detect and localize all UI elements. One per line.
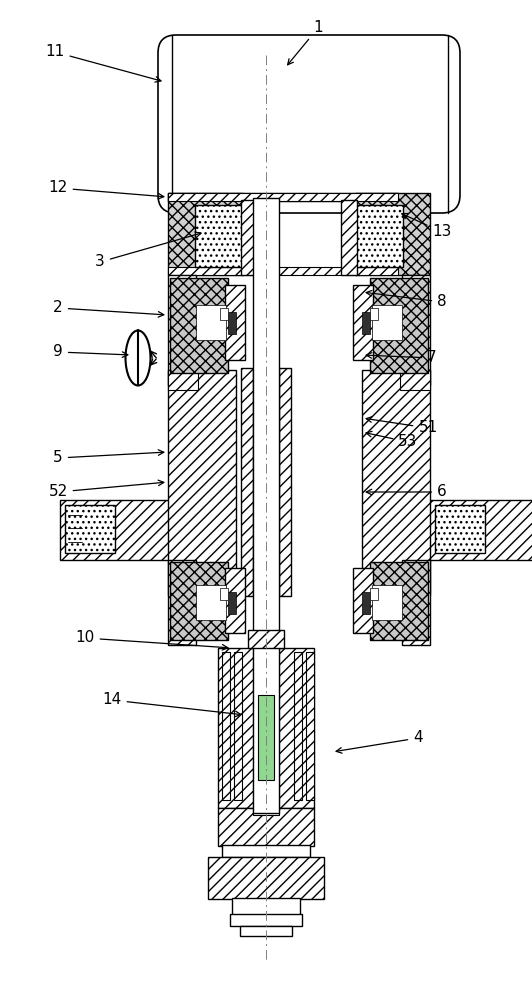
Bar (222, 845, 310, 857)
Text: 3: 3 (95, 232, 201, 269)
Bar (370, 308, 378, 320)
Bar (196, 585, 226, 620)
Text: 51: 51 (366, 417, 438, 436)
Bar (168, 193, 243, 275)
Text: 10: 10 (76, 631, 228, 650)
Bar (372, 585, 402, 620)
Bar (228, 592, 236, 614)
Bar (372, 305, 402, 340)
Bar (253, 198, 279, 813)
Bar (218, 648, 314, 808)
Bar (168, 193, 398, 201)
Bar (370, 278, 428, 373)
Text: 12: 12 (48, 180, 164, 199)
Text: 5: 5 (53, 450, 164, 466)
Text: 2: 2 (53, 300, 164, 317)
Bar (232, 898, 300, 916)
Bar (222, 652, 230, 800)
Bar (400, 370, 430, 390)
Bar (362, 370, 430, 595)
Text: 52: 52 (48, 480, 164, 499)
Bar (253, 645, 279, 815)
Bar (362, 592, 370, 614)
Bar (170, 562, 228, 640)
Bar (370, 562, 428, 640)
Bar (248, 630, 284, 648)
Bar (402, 275, 430, 385)
Text: 14: 14 (102, 692, 241, 717)
Text: 8: 8 (366, 290, 447, 310)
Bar (370, 588, 378, 600)
Text: 53: 53 (366, 431, 418, 450)
Bar (294, 652, 302, 800)
Bar (241, 368, 253, 596)
Bar (196, 305, 226, 340)
Text: 4: 4 (336, 730, 423, 753)
Bar (428, 500, 532, 560)
Bar (353, 568, 373, 633)
Bar (195, 205, 243, 267)
Bar (65, 505, 115, 553)
Bar (402, 560, 430, 645)
Bar (168, 267, 398, 275)
FancyBboxPatch shape (158, 35, 460, 213)
Bar (306, 652, 314, 800)
Text: 11: 11 (45, 44, 161, 82)
Bar (168, 370, 198, 390)
Bar (258, 695, 274, 780)
Ellipse shape (126, 330, 151, 385)
Bar (225, 285, 245, 360)
Bar (341, 200, 357, 275)
Text: 13: 13 (402, 213, 452, 239)
Bar (234, 652, 242, 800)
Bar (168, 560, 196, 645)
Bar (168, 275, 196, 385)
Text: 1: 1 (288, 20, 323, 65)
Bar (220, 588, 228, 600)
Bar (228, 312, 236, 334)
Text: 9: 9 (53, 344, 128, 360)
Bar (435, 505, 485, 553)
Text: 7: 7 (366, 351, 437, 365)
Bar (60, 500, 172, 560)
Bar (168, 370, 236, 595)
Bar (279, 368, 291, 596)
Bar (355, 193, 430, 275)
Bar (170, 278, 228, 373)
Text: 6: 6 (366, 485, 447, 499)
Bar (225, 568, 245, 633)
Bar (230, 914, 302, 926)
Bar (218, 808, 314, 846)
Bar (240, 926, 292, 936)
Bar (241, 200, 257, 275)
Bar (355, 205, 403, 267)
Bar (208, 857, 324, 899)
Bar (220, 308, 228, 320)
Bar (353, 285, 373, 360)
Bar (362, 312, 370, 334)
Bar (168, 193, 398, 201)
